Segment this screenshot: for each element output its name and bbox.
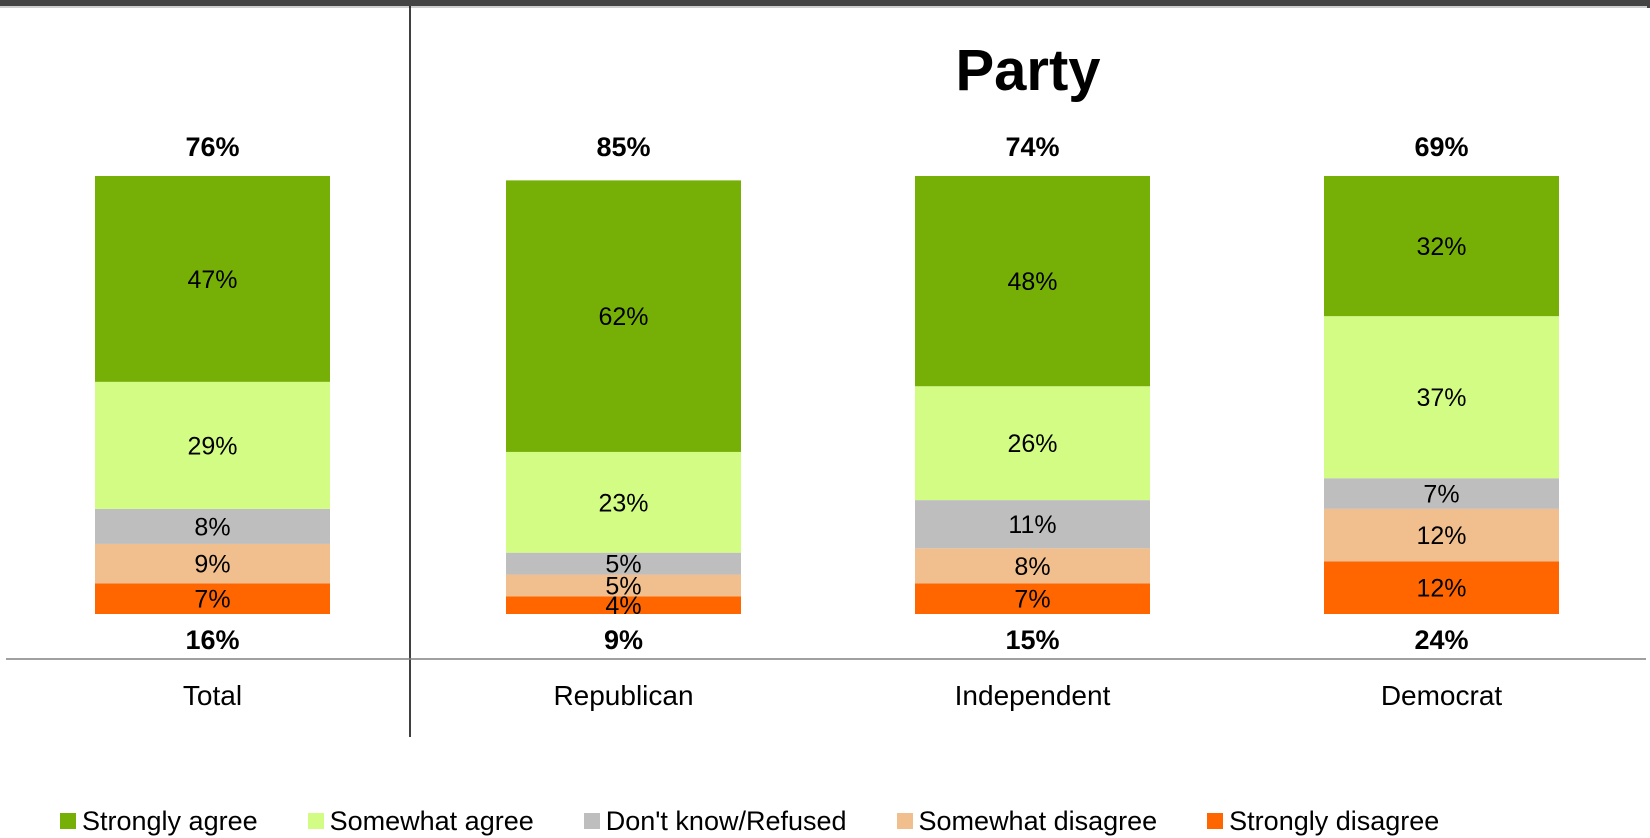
bar-democrat-strongly-agree	[1324, 176, 1559, 317]
data-label-total-somewhat-agree: 29%	[187, 432, 237, 460]
data-label-republican-somewhat-disagree: 5%	[605, 573, 641, 601]
category-label-democrat: Democrat	[1381, 680, 1503, 711]
legend-label-dont-know: Don't know/Refused	[605, 805, 847, 836]
data-label-republican-strongly-agree: 62%	[598, 303, 648, 331]
bar-total-strongly-disagree	[95, 583, 330, 614]
data-label-total-strongly-agree: 47%	[187, 266, 237, 294]
data-label-democrat-somewhat-agree: 37%	[1416, 384, 1466, 412]
right-frame-border	[1647, 0, 1650, 8]
data-label-democrat-strongly-disagree: 12%	[1416, 575, 1466, 603]
legend-label-somewhat-agree: Somewhat agree	[329, 805, 534, 836]
stacked-bar-chart: Party 7%9%8%29%47%76%16%Total4%5%5%23%62…	[6, 6, 1646, 737]
data-label-republican-somewhat-agree: 23%	[598, 489, 648, 517]
bar-republican-strongly-agree	[506, 180, 741, 452]
legend-label-somewhat-disagree: Somewhat disagree	[918, 805, 1158, 836]
legend-label-strongly-disagree: Strongly disagree	[1229, 805, 1440, 836]
bar-republican-somewhat-agree	[506, 451, 741, 553]
legend-swatch-strongly-agree	[60, 813, 76, 829]
total-agree-democrat: 69%	[1414, 132, 1468, 162]
bar-total-somewhat-disagree	[95, 543, 330, 584]
legend-swatch-dont-know	[583, 813, 600, 829]
bar-independent-somewhat-disagree	[915, 548, 1150, 584]
data-label-total-strongly-disagree: 7%	[194, 586, 230, 614]
legend-item-strongly-disagree: Strongly disagree	[1207, 806, 1439, 837]
bar-democrat-somewhat-disagree	[1324, 508, 1559, 562]
legend-item-somewhat-agree: Somewhat agree	[307, 805, 534, 837]
bar-independent-somewhat-agree	[915, 386, 1150, 501]
category-label-total: Total	[183, 680, 242, 711]
total-disagree-total: 16%	[185, 625, 239, 655]
legend-swatch-strongly-disagree	[1207, 813, 1224, 829]
bar-democrat-don-t-know-refused	[1324, 478, 1559, 509]
legend-item-dont-know: Don't know/Refused	[583, 805, 847, 837]
legend-item-somewhat-disagree: Somewhat disagree	[896, 805, 1158, 837]
data-label-independent-somewhat-disagree: 8%	[1014, 553, 1050, 581]
data-label-democrat-don-t-know-refused: 7%	[1423, 481, 1459, 509]
bar-republican-don-t-know-refused	[506, 552, 741, 575]
top-frame-border	[0, 0, 1650, 8]
total-disagree-republican: 9%	[604, 625, 643, 655]
bar-democrat-strongly-disagree	[1324, 561, 1559, 614]
bar-total-strongly-agree	[95, 176, 330, 382]
bar-independent-strongly-disagree	[915, 583, 1150, 614]
data-label-independent-strongly-agree: 48%	[1007, 268, 1057, 296]
total-disagree-democrat: 24%	[1414, 625, 1468, 655]
data-label-democrat-somewhat-disagree: 12%	[1416, 522, 1466, 550]
legend: Strongly agree Somewhat agree Don't know…	[60, 804, 1439, 838]
total-disagree-independent: 15%	[1005, 625, 1059, 655]
data-label-total-somewhat-disagree: 9%	[194, 551, 230, 579]
bar-democrat-somewhat-agree	[1324, 316, 1559, 479]
data-label-total-don-t-know-refused: 8%	[194, 513, 230, 541]
data-label-republican-strongly-disagree: 4%	[605, 592, 641, 620]
data-label-republican-don-t-know-refused: 5%	[605, 551, 641, 579]
legend-label-strongly-agree: Strongly agree	[82, 805, 258, 836]
bar-independent-strongly-agree	[915, 176, 1150, 387]
bar-total-somewhat-agree	[95, 381, 330, 509]
total-agree-independent: 74%	[1005, 132, 1059, 162]
category-label-republican: Republican	[553, 680, 693, 711]
labels-layer: 7%9%8%29%47%76%16%Total4%5%5%23%62%85%9%…	[183, 132, 1502, 711]
bar-republican-strongly-disagree	[506, 596, 741, 614]
total-agree-republican: 85%	[596, 132, 650, 162]
legend-item-strongly-agree: Strongly agree	[60, 806, 258, 837]
bar-independent-don-t-know-refused	[915, 500, 1150, 549]
total-agree-total: 76%	[185, 132, 239, 162]
group-title: Party	[955, 38, 1100, 103]
data-label-independent-somewhat-agree: 26%	[1007, 430, 1057, 458]
bar-total-don-t-know-refused	[95, 508, 330, 544]
legend-swatch-somewhat-agree	[307, 813, 324, 829]
data-label-independent-don-t-know-refused: 11%	[1008, 511, 1056, 539]
category-label-independent: Independent	[955, 680, 1111, 711]
bars-layer	[95, 176, 1559, 614]
data-label-independent-strongly-disagree: 7%	[1014, 586, 1050, 614]
bar-republican-somewhat-disagree	[506, 574, 741, 597]
legend-swatch-somewhat-disagree	[896, 813, 913, 829]
data-label-democrat-strongly-agree: 32%	[1416, 233, 1466, 261]
